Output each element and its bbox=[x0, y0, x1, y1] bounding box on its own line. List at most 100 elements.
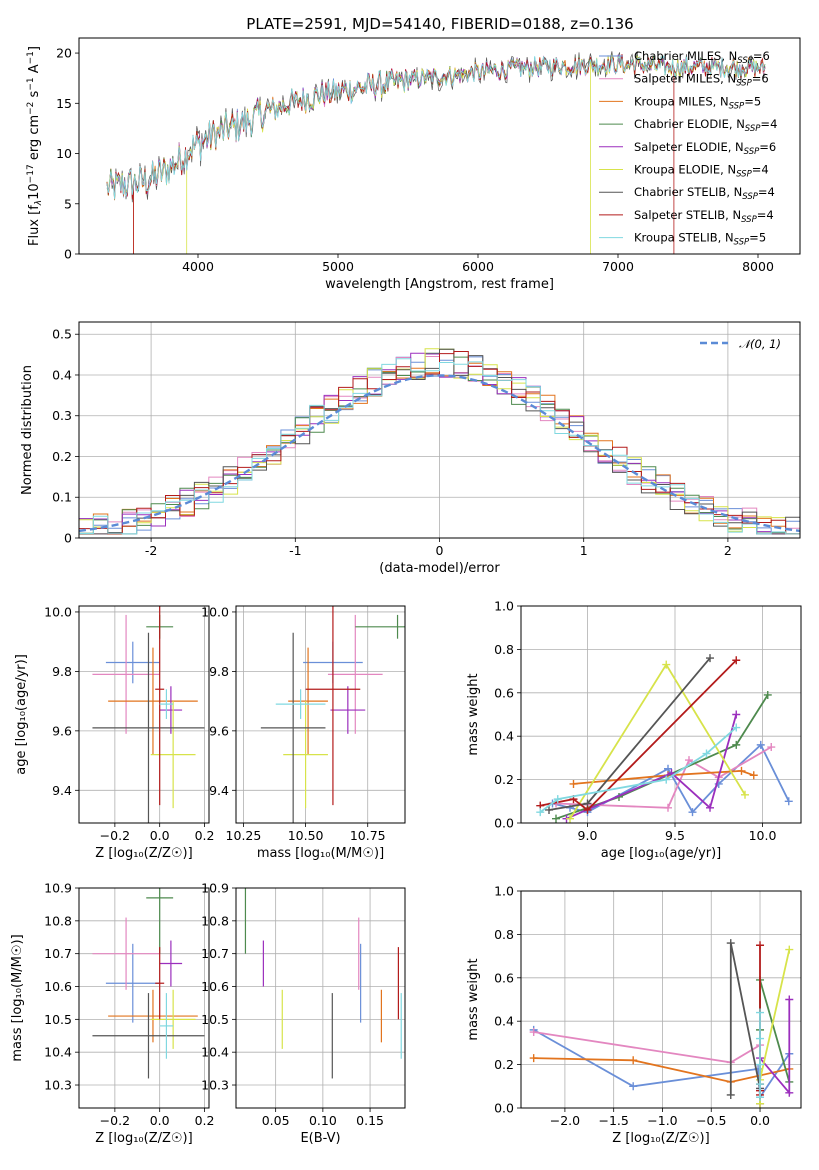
legend-eq: = bbox=[752, 163, 762, 177]
legend-entry-chabrier-stelib: Chabrier STELIB, NSSP=4 bbox=[634, 185, 775, 202]
spectrum-title: PLATE=2591, MJD=54140, FIBERID=0188, z=0… bbox=[246, 15, 633, 33]
plus-marker bbox=[785, 1088, 794, 1097]
legend-entry-salpeter-miles: Salpeter MILES, NSSP=6 bbox=[634, 72, 769, 89]
y-tick-label: 10.9 bbox=[201, 881, 229, 896]
y-tick-label: 0.1 bbox=[52, 490, 72, 505]
y-tick-label: 0.3 bbox=[52, 408, 72, 423]
x-tick-label: 1 bbox=[580, 543, 588, 558]
errorbar-salpeter-elodie bbox=[159, 686, 183, 734]
x-tick-label: 0.2 bbox=[195, 828, 215, 843]
y-axis-label-part: −1 bbox=[26, 77, 36, 90]
legend-entry-salpeter-elodie: Salpeter ELODIE, NSSP=6 bbox=[634, 140, 776, 157]
x-tick-label: 5000 bbox=[322, 259, 354, 274]
y-axis-label: Normed distribution bbox=[20, 365, 35, 495]
x-axis-label: Z [log₁₀(Z/Z☉)] bbox=[95, 1131, 192, 1146]
legend-nssp-prefix: N bbox=[732, 208, 741, 222]
legend-model-name: Chabrier ELODIE bbox=[634, 117, 729, 131]
y-tick-label: 10.8 bbox=[201, 913, 229, 928]
legend-eq: = bbox=[753, 49, 763, 63]
weight-lines bbox=[536, 654, 793, 823]
spectrum-line-kroupa-stelib bbox=[106, 54, 766, 200]
plus-marker bbox=[662, 775, 671, 784]
y-axis-label: Flux [fλ10−17 erg cm−2 s−1 A−1] bbox=[26, 46, 44, 246]
plus-marker bbox=[785, 945, 794, 954]
y-axis-label-part: −2 bbox=[26, 102, 36, 115]
legend-nssp-prefix: N bbox=[735, 140, 744, 154]
normal-reference-curve bbox=[79, 374, 800, 533]
legend-eq: = bbox=[760, 117, 770, 131]
legend-nssp-value: 6 bbox=[769, 140, 776, 154]
legend-entry-normal: 𝒩(0, 1) bbox=[739, 337, 781, 351]
plus-marker bbox=[706, 803, 714, 812]
x-tick-label: 0.15 bbox=[356, 1113, 384, 1128]
plus-marker bbox=[756, 1093, 765, 1102]
legend-model-name: Chabrier MILES bbox=[634, 49, 721, 63]
x-tick-label: 10.75 bbox=[350, 828, 386, 843]
y-tick-label: 9.8 bbox=[209, 664, 229, 679]
y-axis-label: mass weight bbox=[466, 958, 481, 1040]
x-tick-label: 9.5 bbox=[665, 828, 685, 843]
y-tick-label: 0.4 bbox=[494, 1014, 514, 1029]
x-axis-label: wavelength [Angstrom, rest frame] bbox=[325, 277, 554, 292]
axes-frame bbox=[78, 887, 210, 1109]
y-axis-label-part: A bbox=[27, 64, 42, 77]
legend-eq: = bbox=[758, 185, 768, 199]
errorbar-chabrier-miles bbox=[105, 943, 160, 1023]
mass-vs-Z-panel: −0.2 0.0 0.2 10.3 10.4 10.5 10.6 10.7 10.8 10.9 Z … bbox=[10, 881, 214, 1147]
x-tick-label: 9.0 bbox=[578, 828, 598, 843]
legend-nssp-prefix: N bbox=[729, 49, 738, 63]
x-tick-label: −0.2 bbox=[100, 1113, 130, 1128]
axes-frame bbox=[520, 890, 802, 1109]
legend-entry-kroupa-elodie: Kroupa ELODIE, NSSP=4 bbox=[634, 163, 769, 180]
errorbar-salpeter-elodie bbox=[159, 940, 183, 987]
histogram-kroupa-stelib bbox=[79, 358, 800, 535]
x-tick-label: 7000 bbox=[602, 259, 634, 274]
x-tick-label: 0 bbox=[436, 543, 444, 558]
y-tick-label: 10.9 bbox=[44, 881, 72, 896]
errorbar-kroupa-miles bbox=[108, 647, 198, 755]
x-tick-label: 0.0 bbox=[150, 1113, 170, 1128]
x-axis-label: mass [log₁₀(M/M☉)] bbox=[257, 846, 384, 861]
plus-marker bbox=[767, 743, 776, 752]
errorbars bbox=[260, 606, 405, 823]
y-tick-label: 10.5 bbox=[44, 1012, 72, 1027]
legend-sep: , bbox=[729, 117, 736, 131]
plus-marker bbox=[664, 803, 672, 812]
legend-sep: , bbox=[721, 49, 728, 63]
plus-marker bbox=[583, 805, 592, 814]
x-tick-label: −0.2 bbox=[100, 828, 130, 843]
plus-marker bbox=[662, 660, 671, 669]
series-kroupa-stelib bbox=[536, 723, 741, 817]
errorbars bbox=[92, 888, 205, 1079]
plus-marker bbox=[569, 779, 578, 788]
legend-nssp-sub: SSP bbox=[742, 192, 758, 202]
y-tick-label: 10.3 bbox=[201, 1078, 229, 1093]
legend-nssp-prefix: N bbox=[734, 185, 743, 199]
plus-marker bbox=[756, 941, 765, 950]
errorbar-chabrier-stelib bbox=[92, 993, 205, 1079]
legend-nssp-sub: SSP bbox=[734, 238, 750, 248]
plus-marker bbox=[529, 1028, 538, 1037]
errorbar-kroupa-stelib bbox=[159, 993, 174, 1059]
plus-marker bbox=[741, 790, 749, 799]
series-kroupa-stelib bbox=[756, 1008, 765, 1102]
errorbars bbox=[244, 888, 402, 1079]
plus-marker bbox=[732, 723, 741, 732]
y-tick-label: 10 bbox=[56, 146, 72, 161]
y-tick-label: 0.8 bbox=[494, 642, 514, 657]
y-tick-label: 9.8 bbox=[52, 664, 72, 679]
x-axis-label: Z [log₁₀(Z/Z☉)] bbox=[95, 846, 192, 861]
y-tick-label: 0.2 bbox=[52, 449, 72, 464]
y-tick-label: 0.2 bbox=[494, 1057, 514, 1072]
y-tick-label: 0 bbox=[64, 247, 72, 262]
y-axis-label-part: 10 bbox=[27, 183, 42, 200]
x-tick-label: −1.5 bbox=[599, 1113, 629, 1128]
x-tick-label: 2 bbox=[724, 543, 732, 558]
y-tick-label: 10.7 bbox=[201, 946, 229, 961]
errorbar-salpeter-stelib bbox=[155, 606, 165, 806]
legend-nssp-sub: SSP bbox=[744, 147, 760, 157]
y-tick-label: 10.7 bbox=[44, 946, 72, 961]
y-tick-label: 15 bbox=[56, 96, 72, 111]
spectrum-lines bbox=[106, 51, 766, 254]
plus-marker bbox=[756, 1008, 765, 1017]
